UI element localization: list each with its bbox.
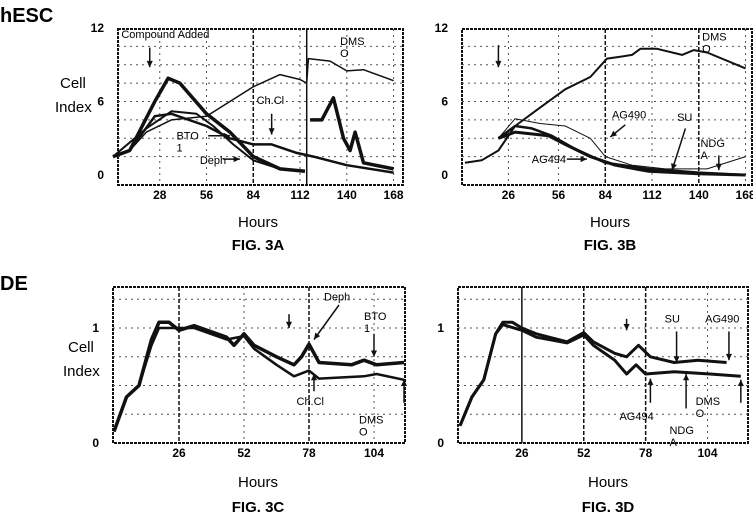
annotation-label: Deph <box>200 155 226 167</box>
annotation-label: O <box>696 408 705 420</box>
x-axis-label: Hours <box>588 474 628 491</box>
figure-canvas: hESC DE 2856841121401680612Compound Adde… <box>0 0 753 526</box>
annotation-label: 1 <box>364 323 370 335</box>
y-axis-label: Index <box>63 363 100 380</box>
x-tick-label: 140 <box>337 188 357 202</box>
y-tick-label: 12 <box>91 21 105 35</box>
x-tick-label: 28 <box>153 188 167 202</box>
x-tick-label: 26 <box>515 446 529 460</box>
annotation-arrow <box>314 305 339 340</box>
arrowhead-icon <box>647 379 653 385</box>
arrowhead-icon <box>371 350 377 356</box>
annotation-label: Ch.Cl <box>297 396 325 408</box>
y-tick-label: 0 <box>97 168 104 182</box>
plots: 2856841121401680612Compound AddedDMSOCh.… <box>55 21 753 516</box>
x-tick-label: 78 <box>639 446 653 460</box>
annotation-label: BTO <box>176 130 199 142</box>
y-axis-label: Index <box>55 99 92 116</box>
plot-frame <box>458 287 748 443</box>
annotation-arrow <box>672 128 685 170</box>
arrowhead-icon <box>147 61 153 67</box>
arrowhead-icon <box>726 354 732 360</box>
annotation-label: O <box>340 48 349 60</box>
chart-panel: 26 52 78 104 0 1 SU AG490 AG494 NDGA DMSO Hours FIG.… <box>437 287 748 516</box>
figure-caption: FIG. 3D <box>582 499 635 516</box>
figure-caption: FIG. 3A <box>232 237 285 254</box>
x-tick-label: 26 <box>172 446 186 460</box>
y-tick-label: 0 <box>92 436 99 450</box>
x-tick-label: 112 <box>290 188 310 202</box>
chart-panel: 28 56 84 112 140 168 0 6 12 Compound Added DMSO Ch.… <box>55 21 404 254</box>
chart-panel: 26 56 84 112 140 168 0 6 12 DMSO AG490 SU NDGA AG494 H… <box>435 21 753 254</box>
annotation-label: DMS <box>702 31 726 43</box>
annotation-label: NDG <box>700 138 724 150</box>
y-tick-label: 1 <box>437 321 444 335</box>
y-axis-label: Cell <box>60 75 86 92</box>
arrowhead-icon <box>314 333 320 340</box>
group-label-de: DE <box>0 273 28 295</box>
arrowhead-icon <box>738 380 744 386</box>
x-tick-label: 168 <box>736 188 753 202</box>
arrowhead-icon <box>683 374 689 380</box>
annotation-label: AG494 <box>619 411 653 423</box>
annotation-label: A <box>669 437 677 449</box>
annotation-label: Ch.Cl <box>257 95 285 107</box>
annotation-label: AG490 <box>705 313 739 325</box>
annotation-label: NDG <box>669 425 693 437</box>
arrowhead-icon <box>716 164 722 170</box>
x-tick-label: 84 <box>247 188 261 202</box>
annotation-label: AG490 <box>612 110 646 122</box>
annotation-label: SU <box>665 313 680 325</box>
y-tick-label: 6 <box>97 95 104 109</box>
annotation-label: SU <box>677 112 692 124</box>
group-label-hesc: hESC <box>0 5 53 27</box>
arrowhead-icon <box>495 61 501 67</box>
arrowhead-icon <box>401 380 407 386</box>
annotation-label: Compound Added <box>121 29 209 41</box>
annotation-label: BTO <box>364 311 387 323</box>
annotation-label: O <box>702 43 711 55</box>
x-tick-label: 26 <box>502 188 516 202</box>
x-tick-label: 104 <box>698 446 718 460</box>
x-tick-label: 56 <box>200 188 214 202</box>
x-axis-label: Hours <box>590 214 630 231</box>
y-tick-label: 6 <box>441 95 448 109</box>
annotation-label: 1 <box>176 142 182 154</box>
x-tick-label: 56 <box>552 188 566 202</box>
annotation-label: DMS <box>359 414 383 426</box>
x-axis-label: Hours <box>238 474 278 491</box>
x-tick-label: 104 <box>364 446 384 460</box>
figure-caption: FIG. 3B <box>584 237 637 254</box>
annotation-label: DMS <box>340 36 364 48</box>
figure-caption: FIG. 3C <box>232 499 285 516</box>
x-tick-label: 84 <box>599 188 613 202</box>
annotation-label: O <box>359 426 368 438</box>
chart-panel: 26527810401DephBTO1Ch.ClDMSOCellIndexHou… <box>63 287 407 516</box>
x-tick-label: 52 <box>577 446 591 460</box>
x-tick-label: 78 <box>302 446 316 460</box>
annotation-label: AG494 <box>532 154 566 166</box>
arrowhead-icon <box>286 322 292 328</box>
arrowhead-icon <box>269 128 275 134</box>
x-axis-label: Hours <box>238 214 278 231</box>
y-tick-label: 0 <box>437 436 444 450</box>
y-tick-label: 1 <box>92 321 99 335</box>
annotation-label: Deph <box>324 291 350 303</box>
x-tick-label: 52 <box>237 446 251 460</box>
y-tick-label: 12 <box>435 21 449 35</box>
x-tick-label: 112 <box>642 188 662 202</box>
annotation-label: DMS <box>696 396 720 408</box>
annotation-label: A <box>700 150 708 162</box>
y-tick-label: 0 <box>441 168 448 182</box>
arrowhead-icon <box>624 324 630 330</box>
y-axis-label: Cell <box>68 339 94 356</box>
x-tick-label: 140 <box>689 188 709 202</box>
x-tick-label: 168 <box>384 188 404 202</box>
